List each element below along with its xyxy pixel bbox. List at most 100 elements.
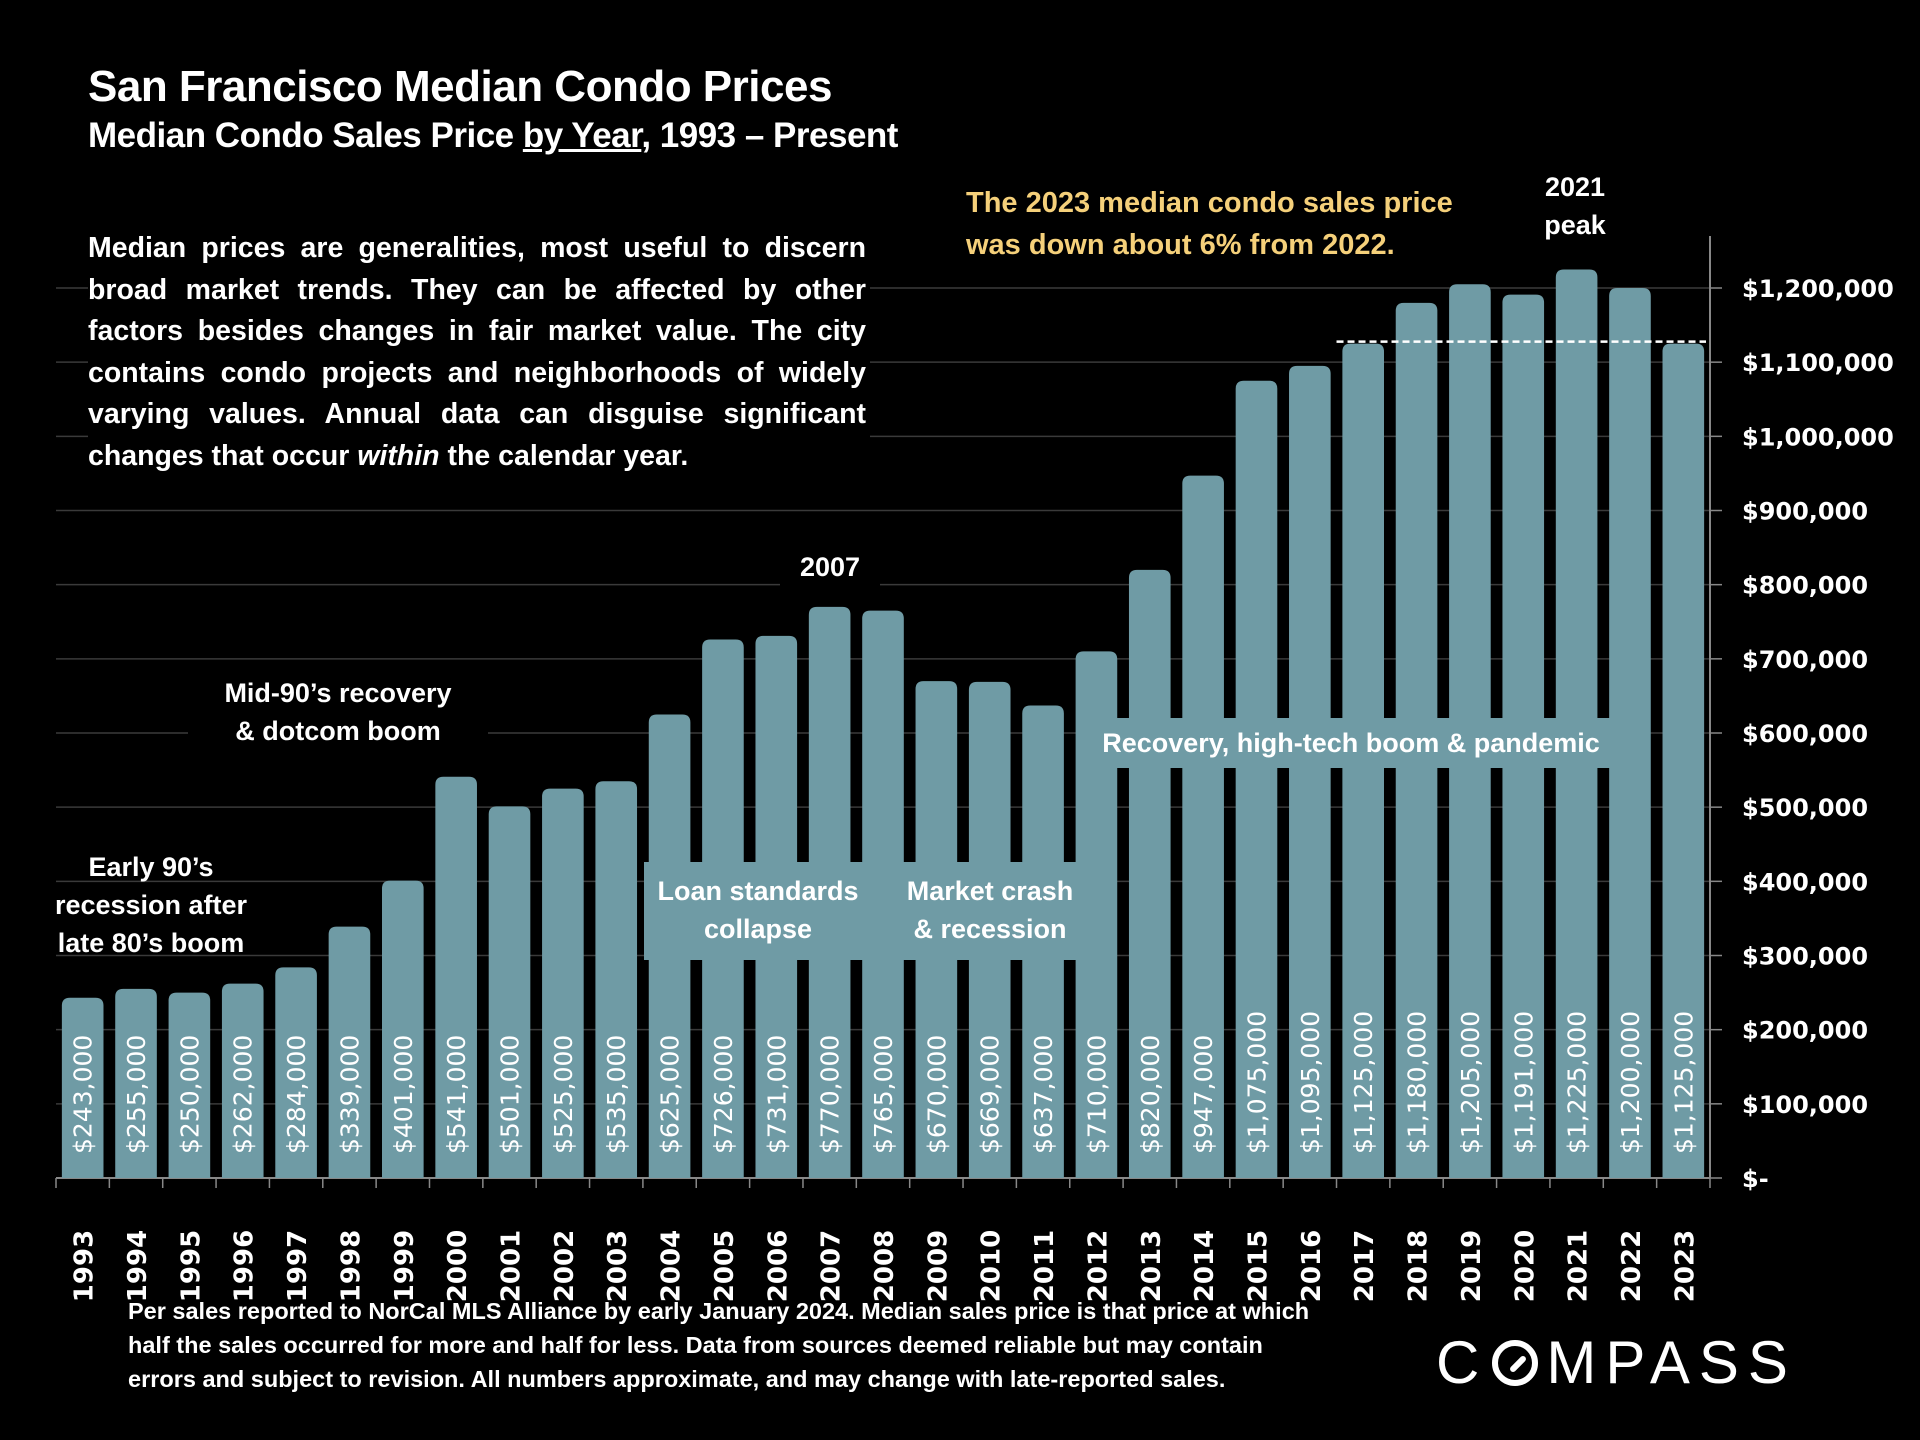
x-tick-label: 2008 xyxy=(870,1230,900,1302)
annotation-line: late 80’s boom xyxy=(57,928,245,958)
data-label: $525,000 xyxy=(549,1035,578,1154)
y-tick-label: $200,000 xyxy=(1742,1017,1868,1045)
x-tick-label: 2023 xyxy=(1670,1230,1700,1302)
data-label: $947,000 xyxy=(1189,1035,1218,1154)
y-tick-label: $400,000 xyxy=(1742,868,1868,896)
footer-line: Per sales reported to NorCal MLS Allianc… xyxy=(128,1298,1310,1324)
bar-1994 xyxy=(115,988,157,1178)
bar-1996 xyxy=(221,983,264,1178)
bar-2015 xyxy=(1235,380,1278,1178)
data-label: $670,000 xyxy=(922,1035,951,1154)
x-tick-label: 1994 xyxy=(123,1230,153,1302)
bar-2000 xyxy=(435,776,477,1178)
description-text: Median prices are generalities, most use… xyxy=(88,228,870,477)
bar-2022 xyxy=(1609,288,1651,1178)
x-tick-label: 1993 xyxy=(70,1230,100,1302)
description-main: Median prices are generalities, most use… xyxy=(88,232,866,472)
data-label: $1,225,000 xyxy=(1563,1011,1592,1154)
bar-2012 xyxy=(1075,651,1118,1178)
callout-line-2: was down about 6% from 2022. xyxy=(966,229,1395,261)
description-end: the calendar year. xyxy=(439,439,689,472)
x-tick-label: 2006 xyxy=(763,1230,793,1302)
callout-line-1: The 2023 median condo sales price xyxy=(966,187,1453,219)
data-label: $770,000 xyxy=(816,1035,845,1154)
chart-subtitle: Median Condo Sales Price by Year, 1993 –… xyxy=(88,116,898,156)
y-tick-label: $900,000 xyxy=(1742,498,1868,526)
x-tick-label: 2009 xyxy=(923,1230,953,1302)
data-label: $284,000 xyxy=(282,1035,311,1154)
subtitle-pre: Median Condo Sales Price xyxy=(88,116,523,155)
data-label: $710,000 xyxy=(1082,1035,1111,1154)
data-label: $1,191,000 xyxy=(1509,1011,1538,1154)
x-tick-label: 2022 xyxy=(1617,1230,1647,1302)
annotation-line: Mid-90’s recovery xyxy=(224,678,452,708)
y-tick-label: $800,000 xyxy=(1742,572,1868,600)
footer-disclaimer: Per sales reported to NorCal MLS Allianc… xyxy=(128,1294,1358,1396)
peak-year: 2021 xyxy=(1544,172,1606,202)
bar-2002 xyxy=(542,788,584,1178)
x-tick-label: 2012 xyxy=(1083,1230,1113,1302)
x-tick-label: 2001 xyxy=(497,1230,527,1302)
compass-logo: C MPASS xyxy=(1436,1328,1797,1397)
y-tick-label: $- xyxy=(1742,1165,1769,1193)
x-tick-label: 2019 xyxy=(1457,1230,1487,1302)
data-label: $1,095,000 xyxy=(1296,1011,1325,1154)
bar-2003 xyxy=(595,781,638,1178)
x-tick-label: 2011 xyxy=(1030,1230,1060,1302)
y-tick-label: $1,000,000 xyxy=(1742,423,1894,451)
y-tick-label: $100,000 xyxy=(1742,1091,1868,1119)
bar-2016 xyxy=(1289,365,1331,1178)
x-tick-label: 1999 xyxy=(390,1230,420,1302)
x-tick-label: 2017 xyxy=(1350,1230,1380,1302)
y-tick-label: $1,100,000 xyxy=(1742,349,1894,377)
x-tick-label: 1995 xyxy=(176,1230,206,1302)
data-label: $401,000 xyxy=(389,1035,418,1154)
bar-2023 xyxy=(1662,343,1705,1178)
data-label: $255,000 xyxy=(122,1035,151,1154)
data-label: $726,000 xyxy=(709,1035,738,1154)
x-tick-label: 1998 xyxy=(336,1230,366,1302)
bar-2014 xyxy=(1182,475,1224,1178)
callout-2023-change: The 2023 median condo sales price was do… xyxy=(966,182,1453,266)
annotation-line: collapse xyxy=(703,914,813,944)
data-label: $250,000 xyxy=(175,1035,204,1154)
bar-1999 xyxy=(381,880,424,1178)
bar-1993 xyxy=(61,997,104,1178)
data-label: $625,000 xyxy=(656,1035,685,1154)
bar-1995 xyxy=(168,992,211,1178)
y-tick-label: $600,000 xyxy=(1742,720,1868,748)
data-label: $1,200,000 xyxy=(1616,1011,1645,1154)
data-label: $541,000 xyxy=(442,1035,471,1154)
x-tick-label: 2020 xyxy=(1510,1230,1540,1302)
y-tick-label: $500,000 xyxy=(1742,794,1868,822)
x-tick-label: 2005 xyxy=(710,1230,740,1302)
data-label: $1,125,000 xyxy=(1669,1011,1698,1154)
compass-o-icon xyxy=(1492,1339,1539,1386)
subtitle-post: , 1993 – Present xyxy=(641,116,898,155)
data-label: $669,000 xyxy=(976,1035,1005,1154)
annotation-band-2004-2011: Loan standards collapse Market crash & r… xyxy=(644,862,1094,960)
x-tick-label: 1997 xyxy=(283,1230,313,1302)
data-label: $501,000 xyxy=(496,1035,525,1154)
annotation-crash: Market crash & recession xyxy=(890,872,1090,948)
y-tick-label: $300,000 xyxy=(1742,943,1868,971)
data-label: $765,000 xyxy=(869,1035,898,1154)
data-label: $262,000 xyxy=(229,1035,258,1154)
annotation-line: Market crash xyxy=(906,876,1074,906)
y-tick-label: $1,200,000 xyxy=(1742,275,1894,303)
description-emphasis: within xyxy=(357,439,440,472)
x-tick-label: 2000 xyxy=(443,1230,473,1302)
data-label: $1,180,000 xyxy=(1403,1011,1432,1154)
x-tick-label: 2021 xyxy=(1564,1230,1594,1302)
x-tick-label: 2002 xyxy=(550,1230,580,1302)
logo-rest: MPASS xyxy=(1546,1329,1797,1396)
peak-label-2021: 2021 peak xyxy=(1520,168,1630,244)
bar-2001 xyxy=(488,806,531,1178)
x-tick-label: 2015 xyxy=(1243,1230,1273,1302)
data-label: $339,000 xyxy=(335,1035,364,1154)
annotation-line: recession after xyxy=(54,890,248,920)
bar-1997 xyxy=(275,967,317,1178)
data-label: $1,075,000 xyxy=(1242,1011,1271,1154)
annotation-line: Early 90’s xyxy=(88,852,214,882)
